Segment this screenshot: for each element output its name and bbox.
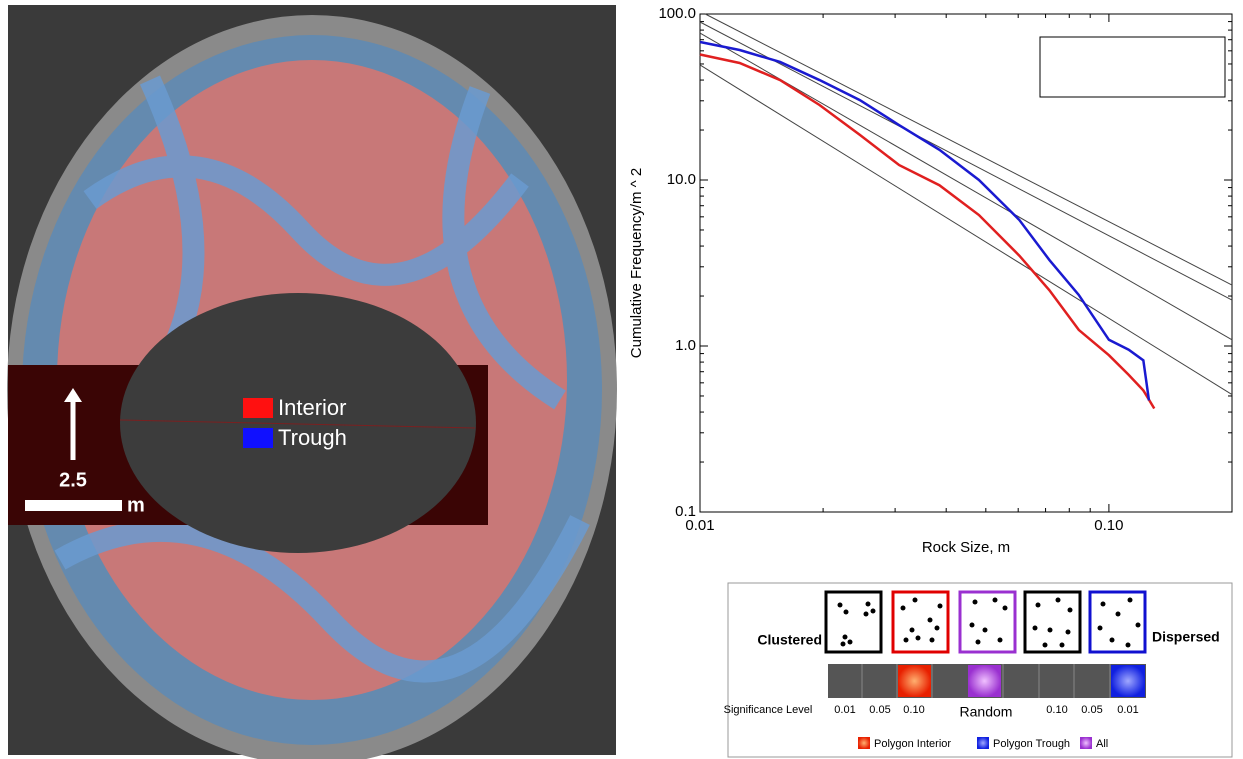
mosaic-image [7, 5, 617, 759]
x-axis-label: Rock Size, m [922, 539, 1010, 556]
y-tick-label: 1.0 [675, 337, 696, 354]
panel-legend-label: All [1096, 738, 1108, 750]
level-label: Random [960, 704, 1013, 720]
scale-unit: m [127, 494, 145, 516]
figure: Interior Trough 2.5 m Rock Size, m Cumul… [0, 0, 1243, 759]
clustered-label: Clustered [757, 632, 822, 648]
x-tick-label: 0.10 [1094, 517, 1123, 534]
y-tick-label: 100.0 [658, 5, 696, 22]
level-label: 0.05 [1081, 704, 1102, 716]
y-axis-label: Cumulative Frequency/m ^ 2 [628, 168, 645, 358]
y-tick-label: 10.0 [667, 171, 696, 188]
level-label: 0.01 [1117, 704, 1138, 716]
level-label: 0.10 [903, 704, 924, 716]
map-legend-label: Interior [278, 395, 346, 420]
level-label: 0.05 [869, 704, 890, 716]
significance-panel [728, 583, 1232, 757]
panel-legend-label: Polygon Trough [993, 738, 1070, 750]
row-label: Significance Level [724, 704, 813, 716]
x-tick-label: 0.01 [685, 517, 714, 534]
panel-legend-label: Polygon Interior [874, 738, 951, 750]
legend-box [1040, 37, 1225, 97]
map-legend-label: Trough [278, 425, 347, 450]
dispersed-label: Dispersed [1152, 629, 1220, 645]
reference-line [700, 65, 1232, 395]
level-label: 0.10 [1046, 704, 1067, 716]
level-label: 0.01 [834, 704, 855, 716]
scale-value: 2.5 [59, 469, 87, 491]
